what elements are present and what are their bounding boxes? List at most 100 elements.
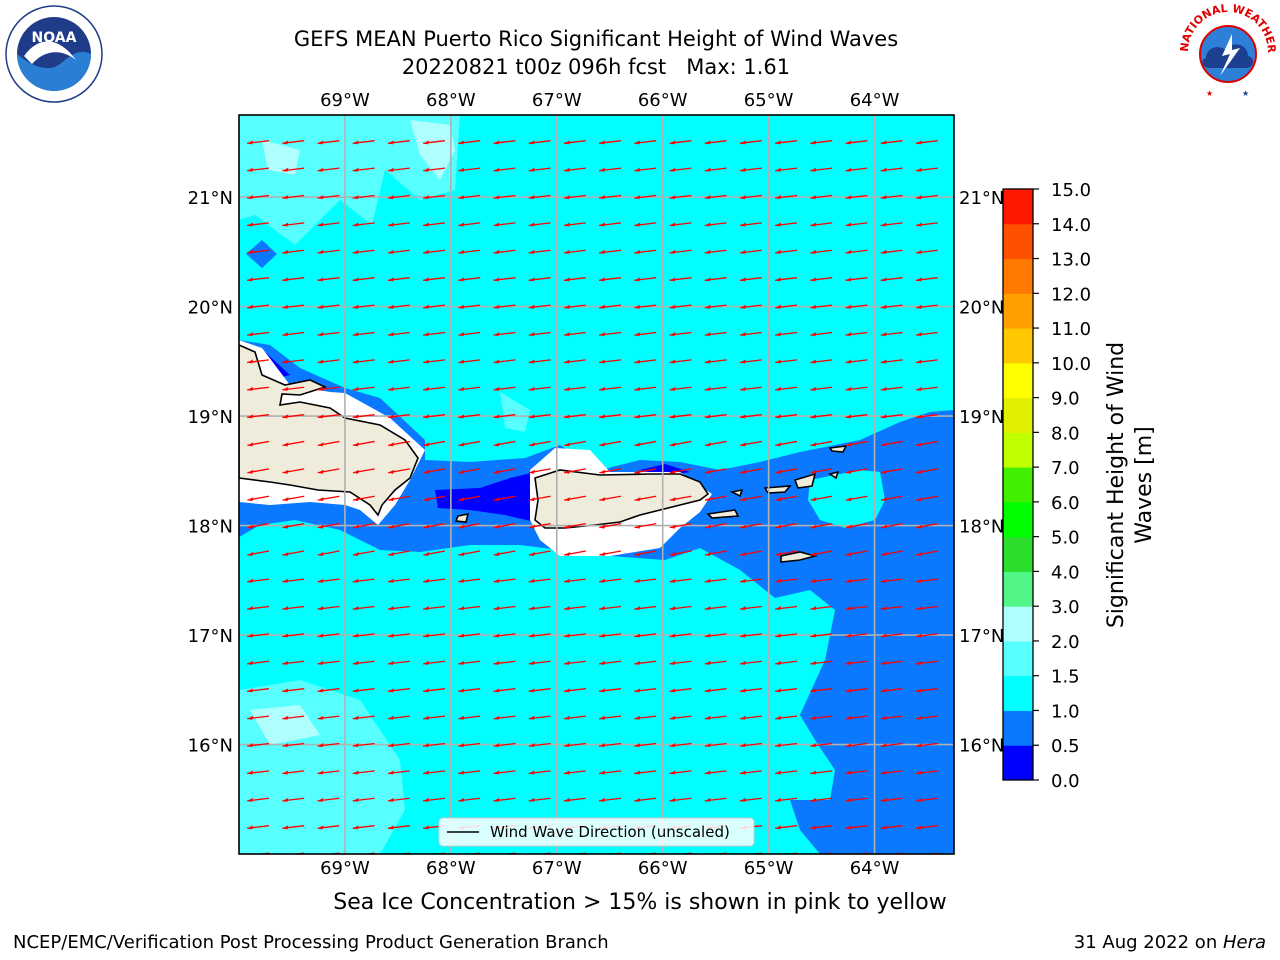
arrow-icon <box>352 742 375 748</box>
arrow-icon <box>387 304 410 309</box>
arrow-icon <box>493 386 516 391</box>
arrow-icon <box>388 495 410 502</box>
footer-left: NCEP/EMC/Verification Post Processing Pr… <box>13 932 609 953</box>
arrow-icon <box>810 440 833 447</box>
arrow-icon <box>775 359 798 364</box>
colorbar-tick-label: 12.0 <box>1051 284 1091 305</box>
arrow-icon <box>423 440 446 447</box>
arrow-icon <box>247 140 270 145</box>
arrow-icon <box>634 140 657 145</box>
arrow-icon <box>528 277 551 282</box>
arrow-icon <box>317 715 340 720</box>
arrow-icon <box>915 304 938 309</box>
arrow-icon <box>634 331 657 337</box>
arrow-icon <box>704 495 727 502</box>
arrow-icon <box>493 359 516 364</box>
colorbar-segment <box>1003 223 1033 260</box>
arrow-icon <box>810 194 833 200</box>
arrow-icon <box>704 578 727 583</box>
arrow-icon <box>669 414 692 419</box>
arrow-icon <box>247 742 270 748</box>
arrow-icon <box>282 304 305 309</box>
map-title-line1: GEFS MEAN Puerto Rico Significant Height… <box>293 27 899 51</box>
arrow-icon <box>775 633 798 638</box>
arrow-icon <box>845 468 868 474</box>
arrow-icon <box>880 825 903 830</box>
arrow-icon <box>880 468 903 474</box>
arrow-icon <box>669 277 692 282</box>
arrow-icon <box>493 249 516 254</box>
arrow-icon <box>739 222 762 227</box>
arrow-icon <box>880 688 903 693</box>
colorbar-tick-label: 11.0 <box>1051 319 1091 340</box>
arrow-icon <box>458 249 481 254</box>
arrow-icon <box>247 359 270 364</box>
arrow-icon <box>247 495 270 502</box>
arrow-icon <box>669 359 692 364</box>
arrow-icon <box>247 660 270 665</box>
arrow-icon <box>493 797 516 802</box>
arrow-icon <box>775 249 798 254</box>
arrow-icon <box>740 550 762 556</box>
arrow-icon <box>669 140 692 145</box>
arrow-icon <box>352 277 375 282</box>
arrow-icon <box>669 304 692 309</box>
arrow-icon <box>810 140 833 145</box>
arrow-icon <box>458 331 481 337</box>
arrow-icon <box>810 660 833 665</box>
lat-label-right: 17°N <box>959 626 1004 647</box>
arrow-icon <box>528 688 551 693</box>
arrow-icon <box>247 331 270 337</box>
arrow-icon <box>880 414 903 419</box>
arrow-icon <box>880 495 903 502</box>
arrow-icon <box>704 249 727 254</box>
arrow-icon <box>880 167 903 172</box>
colorbar-segment <box>1003 571 1033 607</box>
arrow-icon <box>423 688 446 693</box>
arrow-icon <box>845 167 868 172</box>
arrow-icon <box>775 440 798 447</box>
arrow-icon <box>634 495 657 502</box>
arrow-icon <box>880 522 903 529</box>
arrow-icon <box>387 386 410 391</box>
arrow-icon <box>915 688 938 693</box>
arrow-icon <box>775 222 798 227</box>
colorbar-tick-label: 9.0 <box>1051 389 1080 410</box>
arrow-icon <box>810 688 833 693</box>
colorbar-segment <box>1003 606 1033 642</box>
colorbar-tick-label: 13.0 <box>1051 250 1091 271</box>
arrow-icon <box>493 770 516 775</box>
arrow-icon <box>282 522 305 529</box>
arrow-icon <box>458 742 481 748</box>
arrow-icon <box>387 167 410 172</box>
arrow-icon <box>704 770 727 775</box>
arrow-icon <box>915 742 938 748</box>
arrow-icon <box>317 495 340 502</box>
arrow-icon <box>775 414 798 419</box>
wave-field-0.5-1.0 <box>239 240 954 854</box>
arrow-icon <box>458 386 481 391</box>
arrow-icon <box>563 797 586 802</box>
arrow-icon <box>739 797 762 802</box>
arrow-icon <box>352 797 375 802</box>
arrow-icon <box>247 277 270 282</box>
arrow-icon <box>458 194 481 200</box>
lat-label-left: 17°N <box>188 626 233 647</box>
arrow-icon <box>634 578 657 583</box>
arrow-icon <box>528 414 551 419</box>
arrow-icon <box>317 386 340 391</box>
arrow-icon <box>317 605 340 611</box>
arrow-icon <box>458 550 481 556</box>
arrow-icon <box>493 715 516 720</box>
arrow-icon <box>810 167 833 172</box>
arrow-icon <box>317 331 340 337</box>
arrow-icon <box>317 414 340 419</box>
arrow-icon <box>423 249 446 254</box>
arrow-icon <box>599 249 622 254</box>
arrow-icon <box>423 522 446 529</box>
arrow-icon <box>704 522 727 529</box>
arrow-icon <box>564 550 586 556</box>
arrow-icon <box>634 304 657 309</box>
arrow-icon <box>634 194 657 200</box>
arrow-icon <box>739 331 762 337</box>
